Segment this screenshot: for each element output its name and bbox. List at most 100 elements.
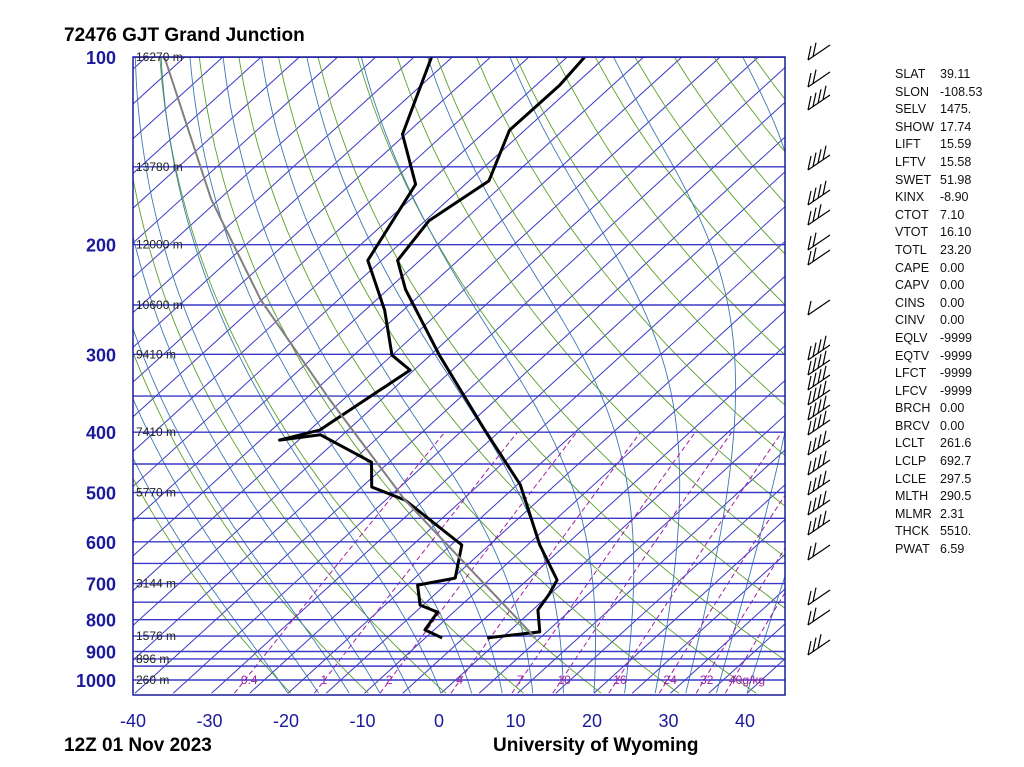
index-key: CINS	[895, 295, 925, 310]
mixing-ratio-label: 40g/kg	[729, 673, 765, 687]
temperature-tick-label: -40	[120, 711, 146, 731]
dry-adiabat	[317, 57, 785, 661]
barb-feather	[807, 590, 812, 606]
index-key: CINV	[895, 313, 925, 328]
dewpoint-profile	[278, 57, 464, 640]
barb-feather	[807, 610, 812, 626]
barb-feather	[807, 520, 812, 536]
height-label: 9410 m	[136, 347, 176, 361]
barb-staff	[807, 544, 831, 561]
index-value: 1475.	[940, 102, 972, 117]
barb-feather	[812, 387, 817, 402]
index-row: MLTH 290.5	[895, 488, 982, 506]
index-key: CAPE	[895, 260, 930, 275]
barb-staff	[807, 44, 831, 61]
barb-feather	[807, 500, 812, 516]
index-row: EQTV -9999	[895, 348, 982, 366]
barb-feather	[812, 542, 817, 557]
isotherm-line	[133, 57, 376, 279]
chart-title: 72476 GJT Grand Junction	[64, 25, 305, 46]
mixing-ratio-line	[658, 494, 785, 694]
index-key: SHOW	[895, 119, 934, 134]
mixing-ratio-label: 24	[663, 673, 677, 687]
height-label: 5770 m	[136, 486, 176, 500]
wind-barb	[807, 69, 831, 88]
index-key: LIFT	[895, 137, 921, 152]
mixing-ratio-label: 0.4	[241, 673, 258, 687]
barb-feather	[807, 190, 812, 206]
moist-adiabat	[360, 57, 596, 694]
plot-frame	[132, 56, 786, 696]
moist-adiabat	[134, 57, 411, 694]
wind-barb	[807, 335, 831, 361]
index-value: 0.00	[940, 313, 965, 328]
index-key: LFCV	[895, 383, 927, 398]
barb-feather	[812, 607, 817, 622]
wind-barb	[807, 410, 831, 436]
isotherm-line	[133, 57, 759, 627]
dry-adiabat	[753, 57, 785, 100]
temperature-tick-label: -30	[196, 711, 222, 731]
barb-feather	[807, 360, 812, 376]
pressure-tick-label: 200	[86, 236, 116, 256]
barb-staff	[807, 419, 831, 436]
barb-feather	[817, 339, 822, 354]
pressure-tick-label: 500	[86, 484, 116, 504]
barb-feather	[807, 375, 812, 391]
barb-feather	[807, 300, 812, 316]
barb-feather	[807, 95, 812, 111]
barb-staff	[807, 609, 831, 626]
temperature-tick-label: 10	[505, 711, 525, 731]
mixing-ratio-line	[379, 431, 578, 694]
temperature-profile	[396, 57, 586, 640]
index-row: LFTV 15.58	[895, 154, 982, 172]
index-value: 6.59	[940, 542, 965, 557]
index-row: LFCV -9999	[895, 383, 982, 401]
isotherm-line	[133, 57, 338, 244]
index-key: VTOT	[895, 225, 929, 240]
mixing-ratio-line	[724, 591, 785, 694]
dry-adiabat	[238, 57, 679, 694]
index-value: 0.00	[940, 278, 965, 293]
barb-feather	[822, 510, 827, 525]
index-value: 297.5	[940, 471, 972, 486]
pressure-tick-label: 300	[86, 345, 116, 365]
index-value: -9999	[940, 330, 972, 345]
barb-feather	[812, 457, 817, 472]
barb-feather	[812, 92, 817, 107]
isotherm-line	[364, 310, 785, 694]
barb-feather	[822, 450, 827, 465]
mixing-ratio-label: 32	[700, 673, 714, 687]
isotherm-line	[325, 275, 785, 694]
dry-adiabat	[396, 57, 785, 558]
index-key: LFTV	[895, 154, 926, 169]
barb-feather	[812, 42, 817, 57]
isotherm-line	[249, 205, 785, 694]
barb-feather	[812, 587, 817, 602]
mixing-ratio-line	[608, 431, 783, 694]
dry-adiabat	[278, 57, 757, 694]
parcel-profile	[163, 57, 537, 639]
barb-staff	[807, 359, 831, 376]
moist-adiabat	[160, 57, 442, 694]
height-label: 260 m	[136, 673, 169, 687]
isotherm-line	[0, 57, 70, 693]
barb-feather	[822, 380, 827, 395]
temperature-tick-label: 20	[582, 711, 602, 731]
index-row: CAPV 0.00	[895, 277, 982, 295]
isotherm-line	[133, 57, 644, 522]
isotherm-line	[133, 57, 453, 348]
moist-adiabat	[189, 57, 473, 694]
wind-barb	[807, 490, 831, 516]
observation-time: 12Z 01 Nov 2023	[64, 735, 212, 756]
barb-staff	[807, 154, 831, 171]
barb-feather	[812, 152, 817, 167]
isotherm-line	[133, 66, 785, 661]
isotherm-line	[133, 57, 147, 70]
dry-adiabat	[357, 57, 785, 609]
barb-feather	[807, 440, 812, 456]
barb-staff	[807, 519, 831, 536]
index-value: 23.20	[940, 242, 972, 257]
barb-feather	[812, 342, 817, 357]
